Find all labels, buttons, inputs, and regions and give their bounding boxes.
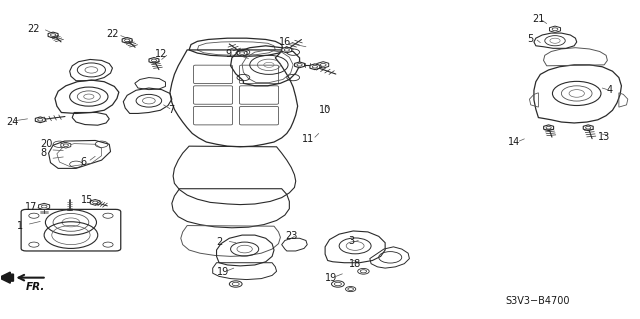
Text: 4: 4 [606,85,612,95]
Text: 24: 24 [6,117,18,127]
Text: 9: 9 [225,49,232,59]
Text: 16: 16 [278,37,291,47]
Text: 1: 1 [17,220,23,231]
Text: FR.: FR. [26,282,45,292]
Polygon shape [38,203,50,210]
Polygon shape [35,117,45,123]
Text: 11: 11 [302,134,314,144]
Polygon shape [583,125,593,130]
Text: 20: 20 [40,139,52,149]
Text: 17: 17 [25,202,37,212]
Polygon shape [122,38,132,43]
Text: 22: 22 [28,24,40,33]
Text: 22: 22 [106,29,118,39]
Polygon shape [48,32,58,38]
Text: 5: 5 [527,34,534,44]
Polygon shape [149,57,159,63]
Text: 8: 8 [40,148,47,158]
Text: 15: 15 [81,195,93,205]
Polygon shape [543,125,554,130]
Text: 19: 19 [325,273,337,283]
Polygon shape [294,62,305,68]
Polygon shape [61,142,71,148]
Text: 23: 23 [285,231,297,241]
Polygon shape [282,47,292,53]
FancyArrowPatch shape [19,275,44,280]
Polygon shape [310,64,320,70]
Text: 3: 3 [349,236,355,247]
Polygon shape [317,62,329,68]
Text: 21: 21 [532,14,545,24]
Text: 18: 18 [349,259,361,269]
Text: 10: 10 [319,105,331,115]
Polygon shape [237,50,247,56]
Text: 7: 7 [168,105,174,115]
Text: 2: 2 [216,237,223,247]
Text: 13: 13 [598,132,610,142]
Text: S3V3−B4700: S3V3−B4700 [505,296,570,306]
Text: 19: 19 [216,267,228,277]
Text: 14: 14 [508,137,521,147]
Text: 6: 6 [81,157,86,167]
Polygon shape [550,26,561,33]
FancyArrow shape [0,272,13,283]
Text: 12: 12 [156,49,168,59]
Polygon shape [90,199,100,205]
